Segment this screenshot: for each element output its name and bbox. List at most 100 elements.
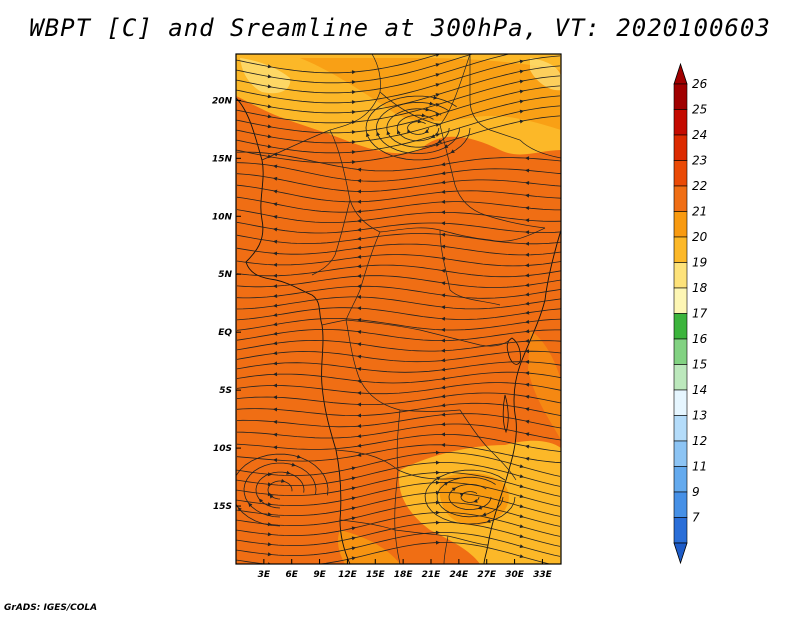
- streamline-arrow: [435, 54, 440, 57]
- streamline-arrow: [435, 490, 440, 495]
- streamline: [236, 472, 561, 497]
- streamline-arrow: [525, 456, 530, 461]
- colorbar-swatch: [673, 109, 688, 136]
- streamline-arrow: [441, 256, 446, 261]
- streamline-arrow: [435, 143, 440, 147]
- streamline-arrow: [430, 134, 436, 138]
- lat-axis: 20N 15N 10N 5N EQ 5S 10S 15S: [212, 96, 241, 512]
- streamline-arrow: [425, 107, 430, 112]
- streamline-arrow: [267, 552, 272, 557]
- streamline-arrow: [525, 292, 530, 297]
- streamline-arrow: [436, 476, 441, 481]
- streamline-arrow: [441, 358, 446, 363]
- streamline: [236, 339, 561, 352]
- streamline-arrow: [519, 524, 524, 528]
- streamline-arrow: [267, 104, 272, 109]
- streamline-arrow: [519, 484, 524, 488]
- streamline-arrow: [267, 94, 272, 99]
- streamline: [243, 462, 317, 518]
- colorbar-label: 11: [692, 460, 707, 474]
- streamline-arrow: [357, 330, 362, 334]
- streamline-arrow: [396, 129, 401, 135]
- streamline-arrow: [429, 101, 434, 106]
- streamline-arrow: [441, 367, 446, 372]
- lon-tick-label: 15E: [366, 570, 386, 580]
- streamline-arrow: [519, 89, 524, 94]
- colorbar-swatch: [673, 491, 688, 518]
- streamline: [236, 173, 561, 192]
- streamline-arrow: [273, 164, 278, 169]
- streamline-arrow: [273, 227, 278, 232]
- streamline-arrow: [351, 80, 356, 85]
- streamline: [236, 452, 561, 477]
- streamline: [236, 55, 561, 104]
- streamline: [236, 522, 561, 547]
- streamline-arrow: [351, 70, 356, 75]
- streamline-arrow: [525, 168, 530, 173]
- streamline-arrow: [441, 210, 445, 215]
- streamline: [236, 75, 561, 124]
- streamline-arrow: [357, 189, 361, 194]
- streamline-arrow: [441, 338, 445, 343]
- streamline-arrow: [357, 199, 362, 204]
- streamline-arrow: [441, 348, 446, 353]
- streamline-arrow: [441, 305, 446, 310]
- colorbar: 26 25 24 23 22 21 20 19 18 17 16 15 14 13 12 11 9 7: [673, 62, 708, 565]
- streamline-arrow: [273, 239, 278, 244]
- streamline-arrow: [441, 422, 446, 427]
- lon-tick-label: 12E: [338, 570, 358, 580]
- streamline: [236, 502, 561, 527]
- streamline-arrow: [435, 83, 440, 87]
- streamline-arrow: [435, 113, 440, 117]
- streamline: [236, 482, 561, 507]
- streamline-arrow: [435, 133, 440, 137]
- streamline-arrow: [357, 306, 362, 311]
- streamline-arrow: [520, 40, 524, 44]
- streamline-arrow: [525, 432, 530, 437]
- lat-tick-label: 10N: [212, 212, 233, 222]
- streamline-arrow: [267, 74, 272, 79]
- streamline-arrow: [357, 413, 361, 418]
- streamline-arrow: [525, 206, 530, 210]
- field-region-north-warm: [300, 58, 561, 130]
- streamline-arrow: [351, 140, 356, 145]
- streamline-arrow: [357, 295, 361, 299]
- streamline-arrow: [525, 407, 530, 412]
- streamline: [236, 264, 561, 278]
- streamline-arrow: [525, 394, 530, 399]
- streamline-arrow: [267, 84, 272, 89]
- streamline-arrow: [351, 120, 356, 125]
- streamline-arrow: [520, 30, 524, 34]
- colorbar-label: 23: [692, 154, 707, 168]
- streamline: [236, 492, 561, 517]
- streamline: [236, 209, 561, 223]
- streamline-arrow: [273, 395, 278, 400]
- streamline-arrow: [435, 73, 440, 77]
- streamline-arrow: [357, 367, 362, 371]
- streamline-arrow: [477, 505, 482, 510]
- streamline-arrow: [267, 512, 272, 517]
- streamline-arrow: [357, 391, 362, 395]
- streamline-arrow: [273, 322, 278, 327]
- streamline-arrow: [357, 209, 362, 214]
- streamline-arrow: [435, 530, 440, 535]
- coastline-east: [483, 229, 561, 564]
- streamline-arrow: [351, 150, 356, 155]
- streamline-arrow: [519, 464, 524, 468]
- streamline-arrow: [435, 63, 440, 67]
- streamline-arrow: [286, 470, 291, 475]
- streamline-arrow: [258, 498, 263, 503]
- streamline-arrow: [441, 443, 446, 447]
- streamline-arrow: [435, 540, 440, 545]
- streamline-arrow: [273, 331, 278, 336]
- streamline-arrow: [273, 202, 278, 207]
- streamline-arrow: [435, 93, 440, 97]
- streamline: [236, 453, 329, 527]
- streamline-arrow: [441, 376, 446, 381]
- streamline: [386, 108, 450, 148]
- colorbar-label: 20: [692, 230, 708, 244]
- streamline-arrow: [273, 361, 278, 366]
- streamline: [236, 115, 561, 164]
- streamline-arrow: [386, 130, 391, 136]
- colorbar-swatch: [673, 83, 688, 110]
